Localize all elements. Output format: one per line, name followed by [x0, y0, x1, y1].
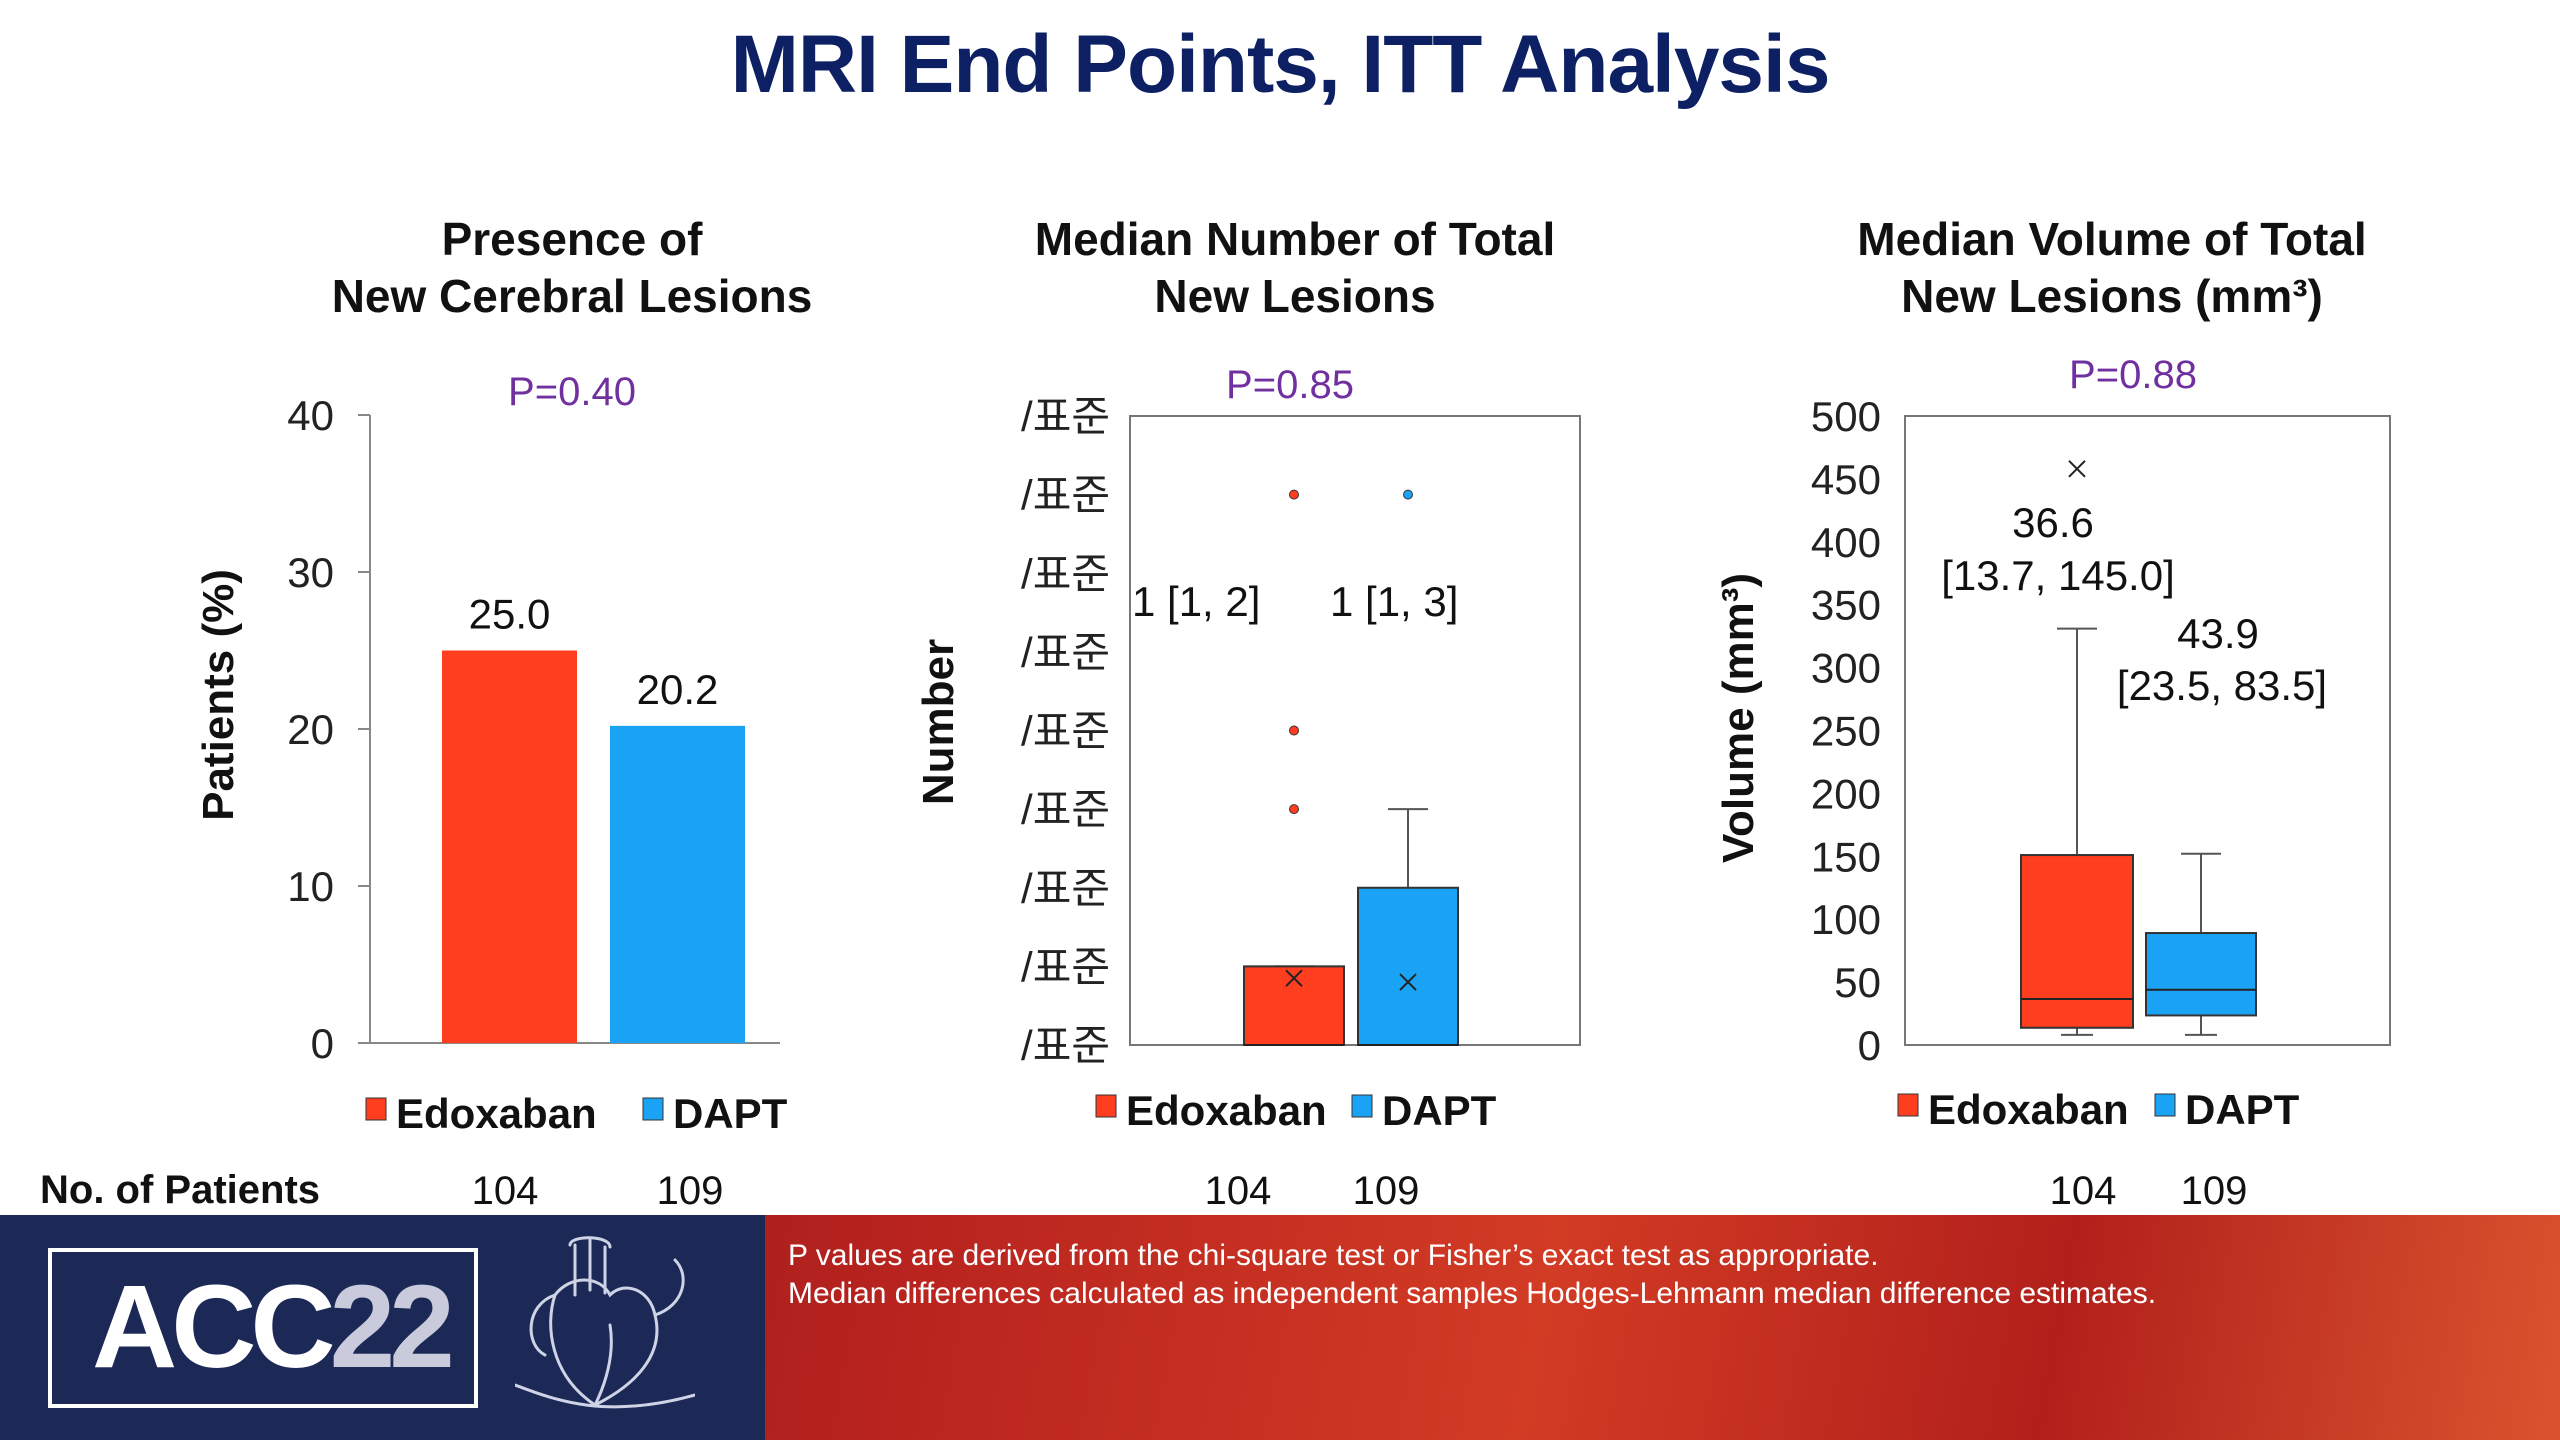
chart3-y-tick-label: 450 — [1811, 456, 1881, 503]
footer-banner: ACC22 P values are derived from the chi-… — [0, 1215, 2560, 1440]
chart3-y-tick-label: 150 — [1811, 833, 1881, 880]
chart3-label-edoxaban-median: 36.6 — [2012, 499, 2094, 546]
chart3-box-edoxaban — [2020, 854, 2134, 1029]
chart1-bar-dapt — [610, 725, 745, 1043]
chart3-p-value: P=0.88 — [2069, 353, 2197, 397]
chart2-y-tick-label: /표준 — [1021, 393, 1110, 440]
chart3-plot-frame — [1904, 415, 2391, 1046]
legend-label-dapt: DAPT — [673, 1090, 788, 1137]
acc-logo-year: 22 — [329, 1261, 455, 1393]
chart2-label-edoxaban: 1 [1, 2] — [1132, 578, 1260, 625]
chart3-y-tick-label: 100 — [1811, 896, 1881, 943]
chart3-label-dapt-iqr: [23.5, 83.5] — [2117, 662, 2327, 709]
legend-label-edoxaban: Edoxaban — [1928, 1086, 2129, 1133]
legend-label-dapt: DAPT — [1382, 1087, 1497, 1134]
chart1-data-label: 20.2 — [637, 666, 719, 713]
legend-swatch-edoxaban — [1897, 1093, 1919, 1117]
footnotes: P values are derived from the chi-square… — [788, 1237, 2156, 1313]
footnote-2: Median differences calculated as indepen… — [788, 1277, 2157, 1310]
chart3-label-dapt-median: 43.9 — [2177, 610, 2259, 657]
chart3-y-tick-label: 200 — [1811, 770, 1881, 817]
patient-count-edoxaban: 104 — [2050, 1169, 2117, 1213]
chart3-y-tick-label: 500 — [1811, 393, 1881, 440]
no-of-patients-label: No. of Patients — [40, 1168, 320, 1212]
chart2-y-axis-label: Number — [914, 639, 963, 805]
chart1-p-value: P=0.40 — [508, 370, 636, 414]
chart2-title-line2: New Lesions — [1154, 270, 1435, 322]
chart3-y-tick-label: 50 — [1834, 959, 1881, 1006]
heart-illustration-icon — [515, 1236, 695, 1409]
chart2-y-tick-label: /표준 — [1021, 943, 1110, 990]
chart3-box-dapt — [2145, 932, 2257, 1017]
chart2-outlier — [1289, 725, 1299, 736]
chart3-y-tick-label: 300 — [1811, 645, 1881, 692]
legend-swatch-dapt — [1351, 1094, 1373, 1118]
chart3-y-tick-label: 350 — [1811, 582, 1881, 629]
legend-swatch-edoxaban — [365, 1097, 387, 1121]
chart2-y-tick-label: /표준 — [1021, 629, 1110, 676]
chart2-p-value: P=0.85 — [1226, 363, 1354, 407]
chart2-y-tick-label: /표준 — [1021, 472, 1110, 519]
chart2-mean-marker — [1285, 969, 1303, 987]
chart3-outlier-marker — [2068, 460, 2086, 478]
chart1-y-tick-label: 40 — [287, 392, 334, 439]
chart3-y-tick-label: 0 — [1858, 1022, 1881, 1069]
legend-swatch-edoxaban — [1095, 1094, 1117, 1118]
patient-count-dapt: 109 — [2181, 1169, 2248, 1213]
slide-title: MRI End Points, ITT Analysis — [730, 19, 1831, 110]
chart3-title-line1: Median Volume of Total — [1857, 213, 2366, 265]
chart2-outlier — [1289, 489, 1299, 500]
legend-label-edoxaban: Edoxaban — [1126, 1087, 1327, 1134]
chart2-y-tick-label: /표준 — [1021, 786, 1110, 833]
legend-label-edoxaban: Edoxaban — [396, 1090, 597, 1137]
footnote-1: P values are derived from the chi-square… — [788, 1239, 1879, 1272]
footer-logo-panel: ACC22 — [0, 1215, 765, 1440]
chart1-y-axis-label: Patients (%) — [194, 569, 243, 821]
chart2-label-dapt: 1 [1, 3] — [1330, 578, 1458, 625]
chart2-plot-frame — [1129, 415, 1581, 1046]
chart2-mean-marker — [1399, 973, 1417, 991]
chart2-box-dapt — [1357, 886, 1459, 1046]
patient-count-edoxaban: 104 — [1205, 1169, 1272, 1213]
chart3-y-axis-label: Volume (mm³) — [1714, 573, 1763, 863]
patient-count-dapt: 109 — [1353, 1169, 1420, 1213]
chart2-y-tick-label: /표준 — [1021, 550, 1110, 597]
legend-swatch-dapt — [642, 1097, 664, 1121]
acc-logo-main: ACC — [92, 1261, 336, 1393]
legend-label-dapt: DAPT — [2185, 1086, 2300, 1133]
acc-logo: ACC22 — [48, 1248, 478, 1408]
legend-swatch-dapt — [2154, 1093, 2176, 1117]
patient-count-dapt: 109 — [657, 1169, 724, 1213]
chart3-label-edoxaban-iqr: [13.7, 145.0] — [1941, 552, 2175, 599]
chart1-y-tick-label: 0 — [311, 1020, 334, 1067]
chart1-data-label: 25.0 — [469, 591, 551, 638]
chart1-title-line1: Presence of — [442, 213, 703, 265]
chart1-y-tick-label: 10 — [287, 863, 334, 910]
chart3-y-tick-label: 400 — [1811, 519, 1881, 566]
chart1-y-tick-label: 20 — [287, 706, 334, 753]
patient-count-edoxaban: 104 — [472, 1169, 539, 1213]
chart2-title-line1: Median Number of Total — [1035, 213, 1556, 265]
chart2-y-tick-label: /표준 — [1021, 865, 1110, 912]
chart2-y-tick-label: /표준 — [1021, 708, 1110, 755]
chart2-y-tick-label: /표준 — [1021, 1022, 1110, 1069]
chart2-outlier — [1289, 804, 1299, 815]
chart1-title-line2: New Cerebral Lesions — [332, 270, 813, 322]
chart3-title-line2: New Lesions (mm³) — [1901, 270, 2323, 322]
chart1-bar-edoxaban — [442, 650, 577, 1043]
chart3-y-tick-label: 250 — [1811, 708, 1881, 755]
chart1-y-tick-label: 30 — [287, 549, 334, 596]
chart2-outlier — [1403, 489, 1413, 500]
